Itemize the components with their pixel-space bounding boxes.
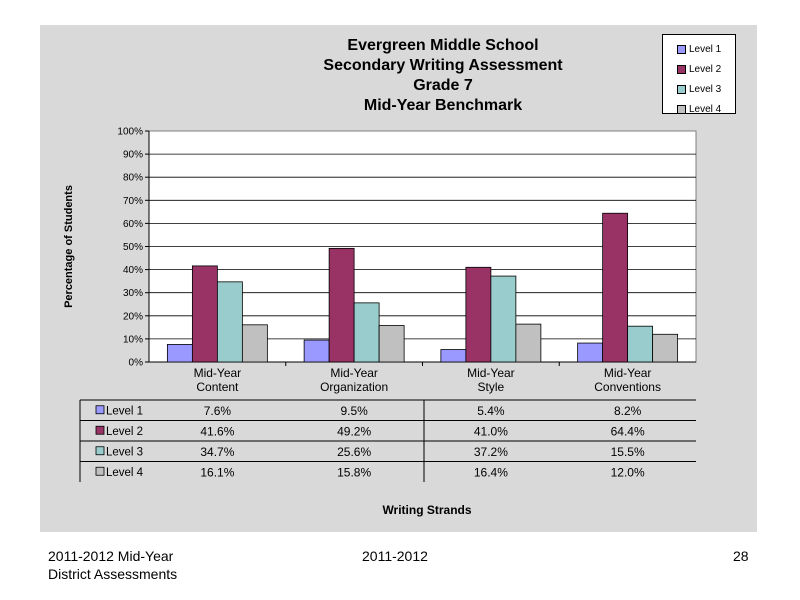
bar-level-4 bbox=[652, 333, 679, 363]
legend-label: Level 1 bbox=[689, 43, 722, 55]
y-tick-label: 30% bbox=[123, 288, 143, 299]
bar-level-1 bbox=[440, 349, 467, 363]
bar-level-4 bbox=[378, 325, 405, 363]
bar-level-2 bbox=[191, 265, 218, 363]
chart-legend: Level 1 Level 2 Level 3 Level 4 bbox=[662, 34, 736, 115]
legend-swatch bbox=[677, 44, 686, 54]
table-data-label: 16.1% bbox=[200, 465, 234, 479]
y-tick-label: 20% bbox=[123, 311, 143, 322]
table-data-label: 7.6% bbox=[204, 404, 232, 418]
bar-chart: 0% 10% 20% 30% 40% 50% 60% 70% 80% 90% 100% Percent… bbox=[63, 127, 697, 517]
legend-item: Level 4 bbox=[663, 99, 735, 119]
y-tick-label: 90% bbox=[123, 150, 143, 161]
chart-panel: Evergreen Middle School Secondary Writin… bbox=[40, 25, 757, 532]
y-tick-label: 0% bbox=[129, 358, 144, 369]
table-data-label: 15.5% bbox=[611, 445, 645, 459]
table-data-label: 25.6% bbox=[337, 445, 371, 459]
footer-left-line-1: 2011-2012 Mid-Year bbox=[48, 548, 174, 564]
bar-level-2 bbox=[465, 266, 492, 363]
y-tick-label: 80% bbox=[123, 173, 143, 184]
table-data-label: 49.2% bbox=[337, 424, 371, 438]
page-number: 28 bbox=[733, 548, 749, 564]
table-series-label: Level 3 bbox=[106, 446, 143, 458]
y-tick-label: 40% bbox=[123, 265, 143, 276]
chart-title-line-3: Grade 7 bbox=[413, 77, 473, 94]
table-data-label: 37.2% bbox=[474, 445, 508, 459]
table-legend-swatch bbox=[95, 405, 105, 415]
bar-level-3 bbox=[216, 281, 243, 363]
legend-label: Level 3 bbox=[689, 83, 722, 95]
y-tick-label: 50% bbox=[123, 242, 143, 253]
legend-label: Level 4 bbox=[689, 103, 722, 115]
y-axis-title: Percentage of Students bbox=[63, 185, 75, 308]
table-data-label: 34.7% bbox=[200, 445, 234, 459]
table-data-label: 5.4% bbox=[477, 404, 505, 418]
bar-level-1 bbox=[303, 339, 330, 363]
legend-swatch bbox=[677, 104, 686, 114]
legend-swatch bbox=[677, 64, 686, 74]
bar-level-4 bbox=[241, 324, 268, 363]
bar-level-3 bbox=[490, 275, 517, 363]
legend-item: Level 3 bbox=[663, 79, 735, 99]
y-tick-label: 70% bbox=[123, 196, 143, 207]
bar-level-4 bbox=[515, 323, 542, 363]
y-tick-label: 10% bbox=[123, 334, 143, 345]
legend-item: Level 2 bbox=[663, 59, 735, 79]
x-category-label: Organization bbox=[320, 380, 388, 394]
table-data-label: 8.2% bbox=[614, 404, 642, 418]
table-series-label: Level 4 bbox=[106, 467, 144, 479]
x-category-label: Content bbox=[196, 380, 239, 394]
table-legend-swatch bbox=[95, 446, 105, 456]
legend-swatch bbox=[677, 84, 686, 94]
chart-title-line-1: Evergreen Middle School bbox=[347, 37, 539, 54]
x-category-label: Mid-Year bbox=[330, 366, 378, 380]
table-data-label: 9.5% bbox=[340, 404, 368, 418]
legend-label: Level 2 bbox=[689, 63, 722, 75]
x-category-label: Mid-Year bbox=[194, 366, 242, 380]
chart-title-line-4: Mid-Year Benchmark bbox=[363, 97, 523, 114]
chart-title-line-2: Secondary Writing Assessment bbox=[323, 57, 563, 74]
table-data-label: 41.0% bbox=[474, 424, 508, 438]
y-tick-label: 100% bbox=[117, 127, 143, 138]
legend-item: Level 1 bbox=[663, 39, 735, 59]
table-data-label: 41.6% bbox=[200, 424, 234, 438]
x-category-label: Mid-Year bbox=[604, 366, 652, 380]
bar-level-3 bbox=[627, 325, 654, 363]
bar-level-1 bbox=[577, 342, 604, 363]
footer-left-line-2: District Assessments bbox=[48, 566, 178, 582]
table-series-label: Level 2 bbox=[106, 426, 143, 438]
y-tick-label: 60% bbox=[123, 219, 143, 230]
bar-level-2 bbox=[602, 212, 629, 363]
table-data-label: 15.8% bbox=[337, 465, 371, 479]
bar-level-3 bbox=[353, 302, 380, 363]
x-category-label: Mid-Year bbox=[467, 366, 515, 380]
table-series-label: Level 1 bbox=[106, 405, 143, 417]
x-axis-title: Writing Strands bbox=[382, 503, 471, 517]
bar-level-1 bbox=[166, 344, 193, 363]
x-category-label: Style bbox=[478, 380, 505, 394]
table-data-label: 12.0% bbox=[611, 465, 645, 479]
table-legend-swatch bbox=[95, 466, 105, 476]
table-data-label: 64.4% bbox=[611, 424, 645, 438]
footer-center: 2011-2012 bbox=[362, 548, 428, 564]
table-data-label: 16.4% bbox=[474, 465, 508, 479]
bar-level-2 bbox=[328, 247, 355, 363]
table-legend-swatch bbox=[95, 425, 105, 435]
x-category-label: Conventions bbox=[594, 380, 661, 394]
